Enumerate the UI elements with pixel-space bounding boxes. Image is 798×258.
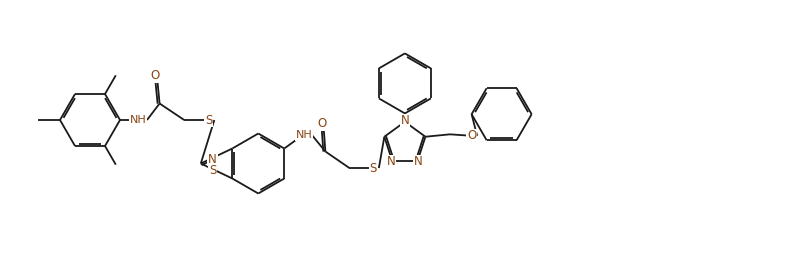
Text: S: S [205, 114, 212, 126]
Text: NH: NH [295, 130, 312, 140]
Text: N: N [401, 114, 409, 127]
Text: S: S [369, 162, 377, 174]
Text: N: N [387, 155, 396, 168]
Text: NH: NH [129, 115, 146, 125]
Text: N: N [414, 155, 423, 168]
Text: O: O [151, 69, 160, 82]
Text: O: O [467, 129, 476, 142]
Text: S: S [209, 164, 216, 176]
Text: N: N [208, 152, 217, 165]
Text: O: O [317, 117, 326, 130]
